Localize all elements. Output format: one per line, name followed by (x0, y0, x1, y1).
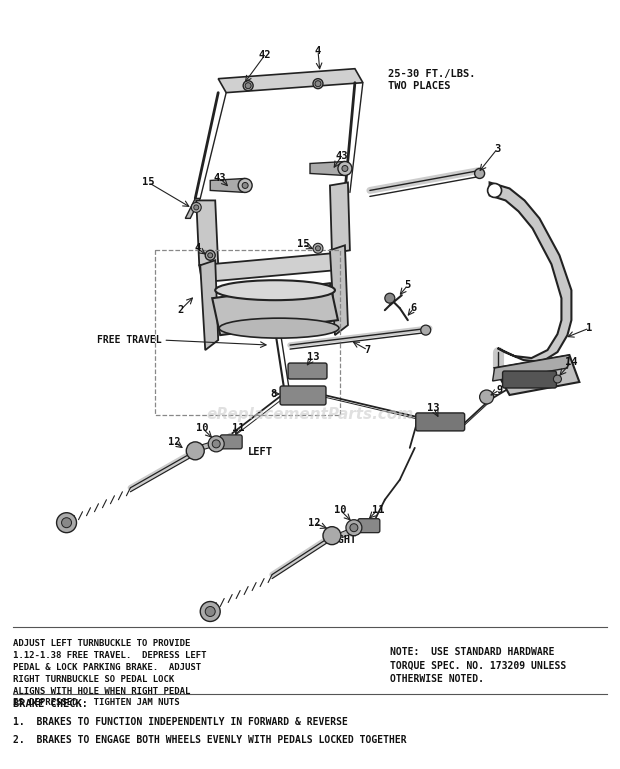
Text: 13: 13 (427, 403, 440, 413)
Circle shape (186, 442, 204, 460)
Text: 8: 8 (270, 389, 276, 399)
Circle shape (313, 243, 323, 253)
Text: 25-30 FT./LBS.
TWO PLACES: 25-30 FT./LBS. TWO PLACES (388, 68, 476, 91)
Text: 42: 42 (259, 50, 272, 60)
Text: 1: 1 (587, 323, 593, 333)
Text: 4: 4 (194, 243, 200, 253)
FancyBboxPatch shape (358, 519, 380, 533)
Text: 14: 14 (565, 357, 578, 367)
Text: LEFT: LEFT (248, 447, 273, 457)
Text: 2.  BRAKES TO ENGAGE BOTH WHEELS EVENLY WITH PEDALS LOCKED TOGETHER: 2. BRAKES TO ENGAGE BOTH WHEELS EVENLY W… (12, 735, 406, 745)
Circle shape (205, 607, 215, 617)
Circle shape (238, 178, 252, 192)
Text: 4: 4 (315, 45, 321, 55)
Circle shape (191, 202, 202, 212)
Circle shape (313, 78, 323, 88)
Text: 11: 11 (232, 423, 244, 433)
Polygon shape (200, 260, 218, 350)
Polygon shape (330, 182, 350, 253)
Text: 7: 7 (365, 345, 371, 355)
Circle shape (487, 184, 502, 198)
Polygon shape (493, 355, 569, 381)
FancyBboxPatch shape (280, 386, 326, 405)
FancyBboxPatch shape (288, 363, 327, 379)
Text: 6: 6 (410, 303, 417, 313)
Text: 43: 43 (214, 174, 226, 184)
Text: 5: 5 (405, 280, 411, 290)
Text: 3: 3 (495, 144, 501, 154)
Text: eReplacementParts.com: eReplacementParts.com (206, 408, 414, 422)
Circle shape (480, 390, 494, 404)
Circle shape (421, 325, 431, 335)
Circle shape (208, 436, 224, 452)
Bar (156, 250, 340, 415)
Polygon shape (199, 253, 335, 282)
Circle shape (208, 253, 213, 258)
Circle shape (475, 168, 485, 178)
Circle shape (323, 527, 341, 544)
Circle shape (200, 601, 220, 621)
Text: FREE TRAVEL: FREE TRAVEL (97, 335, 161, 345)
Circle shape (338, 161, 352, 175)
Circle shape (554, 375, 562, 383)
Text: RIGHT: RIGHT (325, 534, 356, 544)
Polygon shape (212, 283, 338, 335)
Polygon shape (490, 182, 572, 362)
Circle shape (242, 182, 248, 188)
Polygon shape (197, 201, 218, 265)
Polygon shape (310, 161, 345, 175)
Circle shape (385, 293, 395, 303)
Text: 12: 12 (168, 437, 180, 447)
Circle shape (342, 165, 348, 171)
Polygon shape (210, 178, 245, 192)
Text: 15: 15 (142, 178, 154, 188)
Circle shape (316, 246, 321, 251)
Ellipse shape (219, 318, 339, 338)
FancyBboxPatch shape (220, 435, 242, 449)
Text: 12: 12 (308, 518, 321, 528)
Polygon shape (185, 198, 200, 218)
Circle shape (350, 524, 358, 531)
Polygon shape (218, 68, 363, 92)
Text: 10: 10 (196, 423, 208, 433)
FancyBboxPatch shape (416, 413, 464, 431)
Text: 10: 10 (334, 504, 346, 514)
Text: NOTE:  USE STANDARD HARDWARE
TORQUE SPEC. NO. 173209 UNLESS
OTHERWISE NOTED.: NOTE: USE STANDARD HARDWARE TORQUE SPEC.… (390, 647, 566, 684)
Circle shape (243, 81, 253, 91)
Circle shape (315, 81, 321, 87)
Polygon shape (495, 355, 580, 395)
Circle shape (212, 440, 220, 448)
Text: 2: 2 (177, 305, 184, 315)
Circle shape (205, 250, 215, 260)
Text: ADJUST LEFT TURNBUCKLE TO PROVIDE
1.12-1.38 FREE TRAVEL.  DEPRESS LEFT
PEDAL & L: ADJUST LEFT TURNBUCKLE TO PROVIDE 1.12-1… (12, 640, 206, 707)
Circle shape (245, 83, 251, 88)
Circle shape (56, 513, 76, 533)
Text: 13: 13 (307, 352, 319, 362)
Text: BRAKE CHECK:: BRAKE CHECK: (12, 699, 87, 709)
Text: 1.  BRAKES TO FUNCTION INDEPENDENTLY IN FORWARD & REVERSE: 1. BRAKES TO FUNCTION INDEPENDENTLY IN F… (12, 717, 348, 727)
FancyBboxPatch shape (503, 371, 556, 388)
Text: 11: 11 (371, 504, 384, 514)
Text: 9: 9 (497, 385, 503, 395)
Circle shape (61, 518, 71, 528)
Text: 43: 43 (335, 151, 348, 161)
Polygon shape (330, 245, 348, 335)
Circle shape (346, 520, 362, 536)
Ellipse shape (215, 280, 335, 300)
Text: 15: 15 (297, 239, 309, 249)
Circle shape (194, 205, 199, 210)
